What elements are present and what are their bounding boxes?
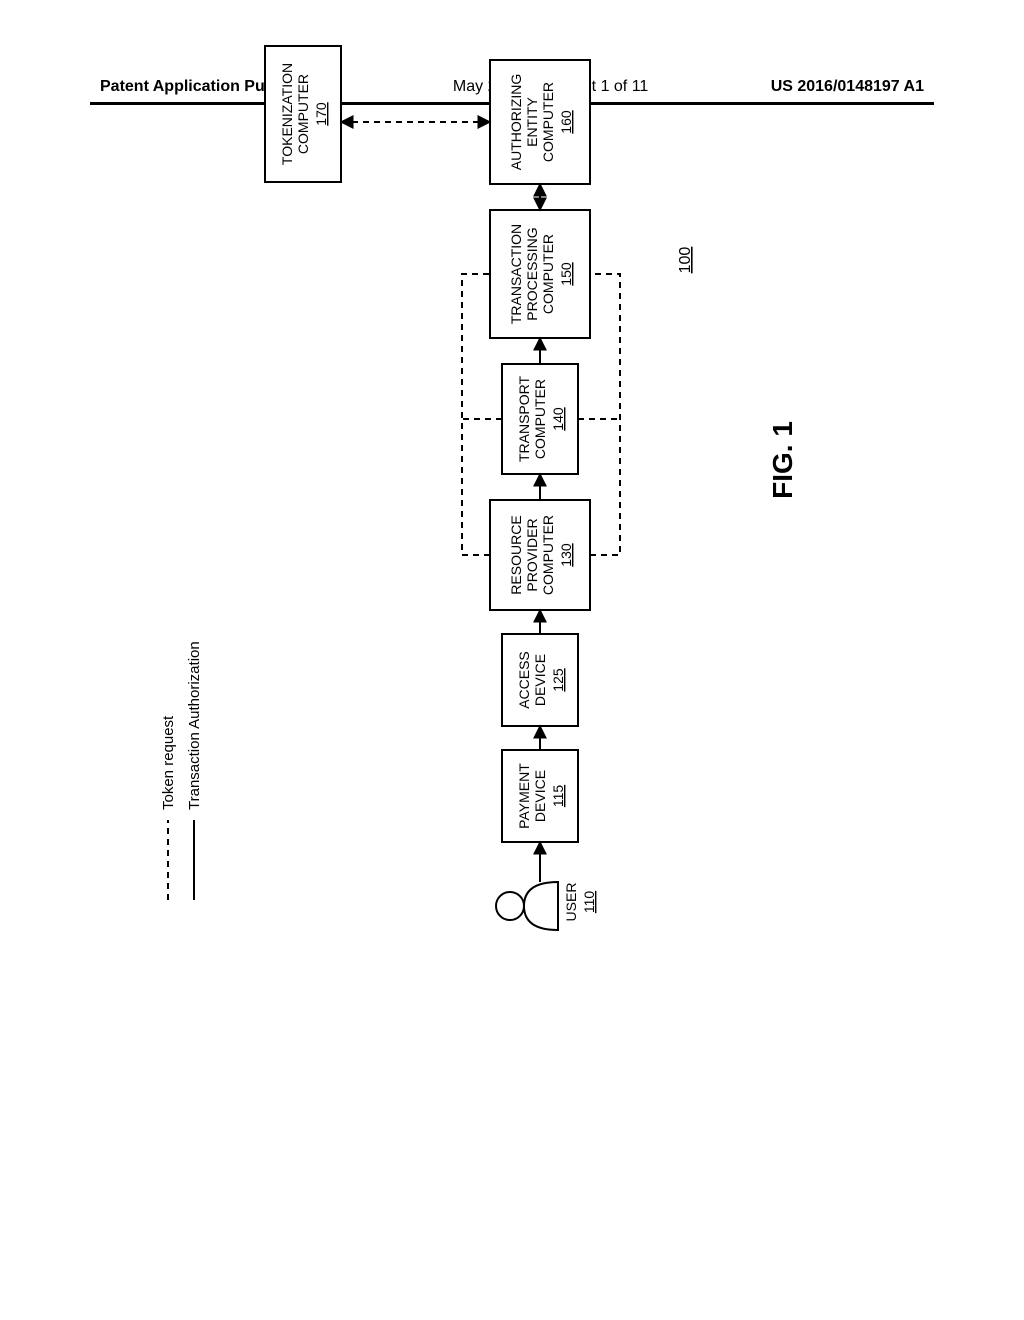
payment-label-0: PAYMENT	[516, 763, 532, 829]
access-ref: 125	[550, 668, 566, 692]
token-label-0: TOKENIZATION	[279, 63, 295, 165]
access-label-1: DEVICE	[532, 654, 548, 706]
auth-label-0: AUTHORIZING	[508, 74, 524, 170]
txproc-label-0: TRANSACTION	[508, 224, 524, 324]
payment-ref: 115	[550, 785, 566, 808]
transport-label-1: COMPUTER	[532, 379, 548, 459]
legend-token-request: Token request	[160, 715, 177, 810]
access-label-0: ACCESS	[516, 651, 532, 709]
resource-label-0: RESOURCE	[508, 515, 524, 594]
txproc-ref: 150	[558, 262, 574, 286]
resource-label-1: PROVIDER	[524, 518, 540, 591]
figure-label: FIG. 1	[767, 421, 798, 499]
user-ref: 110	[581, 891, 597, 914]
txproc-label-2: COMPUTER	[540, 234, 556, 314]
figure-svg: Token request Transaction Authorization US…	[110, 0, 910, 960]
token-label-1: COMPUTER	[295, 74, 311, 154]
transport-label-0: TRANSPORT	[516, 376, 532, 463]
transport-ref: 140	[550, 407, 566, 431]
token-ref: 170	[313, 102, 329, 126]
auth-label-1: ENTITY	[524, 96, 540, 146]
auth-label-2: COMPUTER	[540, 82, 556, 162]
resource-ref: 130	[558, 543, 574, 567]
auth-ref: 160	[558, 110, 574, 134]
resource-label-2: COMPUTER	[540, 515, 556, 595]
payment-label-1: DEVICE	[532, 770, 548, 822]
figure-container: Token request Transaction Authorization US…	[110, 160, 1024, 960]
user-label: USER	[563, 883, 579, 922]
system-ref: 100	[677, 247, 694, 274]
legend-transaction-auth: Transaction Authorization	[186, 641, 203, 810]
txproc-label-1: PROCESSING	[524, 227, 540, 320]
